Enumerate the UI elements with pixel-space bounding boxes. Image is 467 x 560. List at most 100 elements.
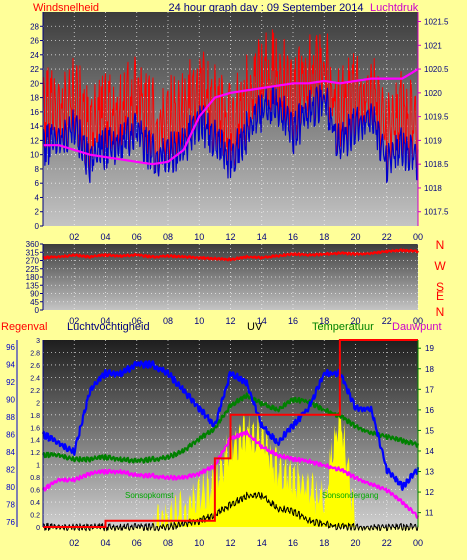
grid-2 <box>43 244 419 310</box>
y-left-tick-label: 28 <box>30 22 39 31</box>
x-tick-label: 16 <box>288 316 298 326</box>
x-tick-label: 18 <box>319 538 329 548</box>
y-humidity-tick-label: 90 <box>6 395 15 404</box>
compass-s: S <box>436 280 444 294</box>
y-rain-tick-label: 0 <box>36 525 40 532</box>
x-tick-label: 20 <box>350 232 360 242</box>
uv-label: UV <box>247 321 263 333</box>
chart-title: 24 hour graph day : 09 September 2014 <box>168 2 363 14</box>
axes-1: 02 04 06 08 10 12 14 16 18 20 22 000246810121416182… <box>30 12 449 242</box>
y-right-tick-label: 1020 <box>424 89 442 98</box>
temperature-label: Temperatuur <box>312 321 374 333</box>
x-tick-label: 12 <box>225 316 235 326</box>
y-temperature-tick-label: 11 <box>425 509 434 518</box>
humidity-temperature-chart: Regenval Luchtvochtigheid UV Temperatuur… <box>1 321 442 548</box>
x-tick-label: 10 <box>194 316 204 326</box>
y-right-tick-label: 1021 <box>424 41 442 50</box>
pressure-line <box>43 68 419 166</box>
humidity-line <box>41 360 420 491</box>
y-temperature-tick-label: 12 <box>425 488 434 497</box>
x-tick-label: 02 <box>69 316 79 326</box>
x-tick-label: 04 <box>100 538 110 548</box>
y-temperature-tick-label: 15 <box>425 426 434 435</box>
x-tick-label: 10 <box>194 232 204 242</box>
compass-w: W <box>434 259 446 273</box>
y-tick-label: 315 <box>26 248 40 257</box>
x-tick-label: 14 <box>257 538 267 548</box>
x-tick-label: 14 <box>257 316 267 326</box>
x-tick-label: 16 <box>288 232 298 242</box>
x-tick-label: 00 <box>413 316 423 326</box>
x-tick-label: 00 <box>413 232 423 242</box>
x-tick-label: 08 <box>163 232 173 242</box>
y-humidity-tick-label: 96 <box>6 343 15 352</box>
y-humidity-tick-label: 86 <box>6 430 15 439</box>
rain-label: Regenval <box>1 321 47 333</box>
y-left-tick-label: 24 <box>30 51 39 60</box>
x-tick-label: 14 <box>257 232 267 242</box>
y-rain-tick-label: 0.2 <box>30 513 40 520</box>
rain-total-line <box>43 339 418 528</box>
x-tick-label: 04 <box>100 316 110 326</box>
x-tick-label: 22 <box>382 538 392 548</box>
x-tick-label: 12 <box>225 232 235 242</box>
y-humidity-tick-label: 82 <box>6 465 15 474</box>
compass-n-top: N <box>436 238 445 252</box>
x-tick-label: 20 <box>350 538 360 548</box>
y-temperature-tick-label: 19 <box>425 344 434 353</box>
x-tick-label: 22 <box>382 316 392 326</box>
y-left-tick-label: 0 <box>35 222 40 231</box>
y-left-tick-label: 18 <box>30 94 39 103</box>
y-right-tick-label: 1019 <box>424 136 442 145</box>
y-tick-label: 225 <box>26 265 40 274</box>
y-humidity-tick-label: 78 <box>6 500 15 509</box>
x-tick-label: 02 <box>69 538 79 548</box>
x-tick-label: 06 <box>132 316 142 326</box>
sunset-label: Sonsondergang <box>322 491 379 500</box>
y-left-tick-label: 12 <box>30 136 39 145</box>
temperature-line <box>42 392 419 464</box>
y-right-tick-label: 1020.5 <box>424 65 449 74</box>
y-rain-tick-label: 0.4 <box>30 500 40 507</box>
x-tick-label: 22 <box>382 232 392 242</box>
y-temperature-tick-label: 13 <box>425 468 434 477</box>
x-tick-label: 12 <box>225 538 235 548</box>
x-tick-label: 08 <box>163 316 173 326</box>
wind-speed-label: Windsnelheid <box>33 2 99 14</box>
y-humidity-tick-label: 94 <box>6 360 15 369</box>
y-tick-label: 180 <box>26 273 40 282</box>
y-rain-tick-label: 3 <box>36 338 40 345</box>
y-humidity-tick-label: 92 <box>6 378 15 387</box>
y-rain-tick-label: 2.6 <box>30 363 40 370</box>
y-right-tick-label: 1018 <box>424 184 442 193</box>
y-left-tick-label: 6 <box>35 179 40 188</box>
x-tick-label: 02 <box>69 232 79 242</box>
series-1 <box>42 29 419 184</box>
y-left-tick-label: 4 <box>35 193 40 202</box>
y-left-tick-label: 10 <box>30 151 39 160</box>
y-left-tick-label: 16 <box>30 108 39 117</box>
y-left-tick-label: 26 <box>30 37 39 46</box>
y-rain-tick-label: 1.8 <box>30 413 40 420</box>
y-right-tick-label: 1021.5 <box>424 18 449 27</box>
y-right-tick-label: 1019.5 <box>424 113 449 122</box>
y-rain-tick-label: 0.6 <box>30 488 40 495</box>
y-rain-tick-label: 1.2 <box>30 450 40 457</box>
series-3 <box>41 339 420 532</box>
pressure-label: Luchtdruk <box>370 2 419 14</box>
compass-n-bottom: N <box>436 305 445 319</box>
y-rain-tick-label: 2.2 <box>30 388 40 395</box>
y-humidity-tick-label: 76 <box>6 518 15 527</box>
x-tick-label: 20 <box>350 316 360 326</box>
x-tick-label: 18 <box>319 232 329 242</box>
y-right-tick-label: 1018.5 <box>424 160 449 169</box>
humidity-label: Luchtvochtigheid <box>67 321 150 333</box>
y-rain-tick-label: 1.4 <box>30 438 40 445</box>
y-rain-tick-label: 1.6 <box>30 425 40 432</box>
x-tick-label: 08 <box>163 538 173 548</box>
y-left-tick-label: 22 <box>30 65 39 74</box>
compass-labels: N W S E N <box>434 238 446 319</box>
solar-radiation-area <box>43 399 418 527</box>
